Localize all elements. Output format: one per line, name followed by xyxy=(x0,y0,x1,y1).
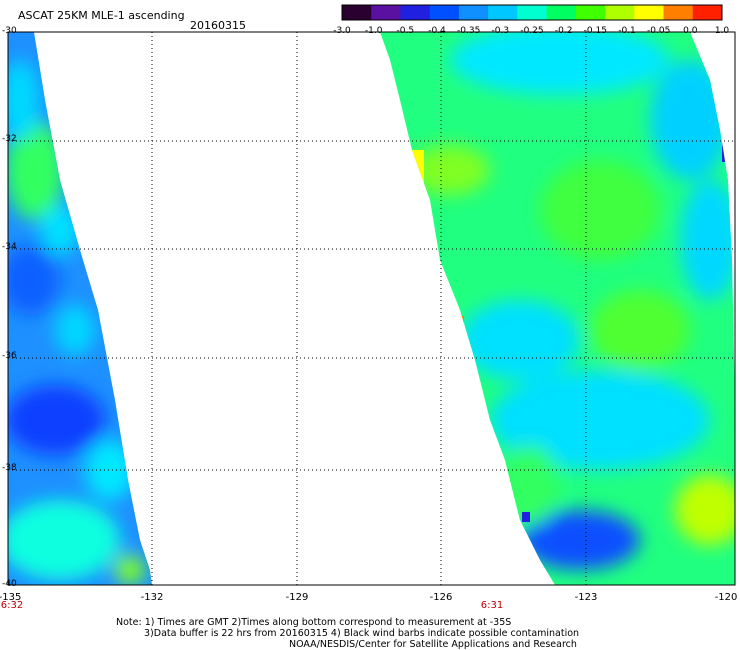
colorbar-swatch xyxy=(458,5,489,20)
colorbar-label: -0.1 xyxy=(618,26,636,36)
map-title: ASCAT 25KM MLE-1 ascending xyxy=(18,9,185,22)
colorbar-label: -0.05 xyxy=(647,26,671,36)
colorbar-label: 1.0 xyxy=(714,26,730,36)
colorbar-label: -0.25 xyxy=(520,26,544,36)
left-swath xyxy=(8,32,152,585)
lat-label: -40 xyxy=(2,579,17,589)
colorbar-label: -0.4 xyxy=(428,26,446,36)
colorbar-label: -0.5 xyxy=(396,26,415,36)
colorbar-swatch xyxy=(575,5,606,20)
colorbar-label: -1.0 xyxy=(364,26,383,36)
note-line-3: NOAA/NESDIS/Center for Satellite Applica… xyxy=(289,639,577,650)
lon-label: -123 xyxy=(574,592,598,603)
note-line-2: 3)Data buffer is 22 hrs from 20160315 4)… xyxy=(144,628,580,639)
colorbar-label: -0.15 xyxy=(583,26,607,36)
colorbar-swatch xyxy=(546,5,577,20)
colorbar-swatch xyxy=(634,5,665,20)
graticule xyxy=(8,32,735,585)
lat-label: -32 xyxy=(2,134,17,144)
lon-label: -135 xyxy=(0,592,22,603)
right-swath xyxy=(380,32,735,585)
colorbar-frame xyxy=(341,4,723,21)
colorbar-swatch xyxy=(371,5,401,20)
colorbar-swatch xyxy=(517,5,548,20)
lat-label: -38 xyxy=(2,463,17,473)
time-label: 6:31 xyxy=(480,600,504,611)
lon-label: -120 xyxy=(714,592,738,603)
note-line-1: Note: 1) Times are GMT 2)Times along bot… xyxy=(116,617,512,628)
colorbar-swatch xyxy=(400,5,431,20)
colorbar-swatch xyxy=(429,5,460,20)
colorbar-swatch xyxy=(663,5,694,20)
lon-label: -126 xyxy=(429,592,453,603)
colorbar-label: -0.2 xyxy=(554,26,573,36)
lon-label: -129 xyxy=(285,592,309,603)
colorbar-label: 0.0 xyxy=(683,26,698,36)
colorbar-swatch xyxy=(488,5,518,20)
lat-label: -34 xyxy=(2,242,17,252)
colorbar-label: -3.0 xyxy=(333,26,351,36)
colorbar-swatch xyxy=(605,5,635,20)
lon-label: -132 xyxy=(140,592,164,603)
colorbar-label: -0.35 xyxy=(457,26,481,36)
map-date: 20160315 xyxy=(190,19,246,32)
lat-label: -30 xyxy=(2,26,17,36)
lat-label: -36 xyxy=(2,351,17,361)
time-label: 6:32 xyxy=(0,600,24,611)
colorbar-swatch xyxy=(692,5,723,20)
colorbar-swatch xyxy=(342,5,372,20)
colorbar xyxy=(341,4,723,21)
colorbar-label: -0.3 xyxy=(491,26,510,36)
